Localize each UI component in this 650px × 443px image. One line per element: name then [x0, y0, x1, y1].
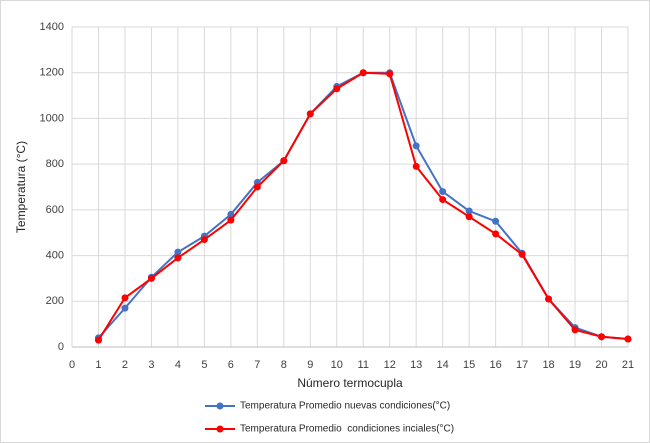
x-tick-label: 6	[228, 359, 234, 371]
x-tick-label: 18	[542, 359, 554, 371]
data-point	[280, 157, 288, 165]
data-point	[386, 70, 394, 78]
legend-label: Temperatura Promedio condiciones inciale…	[240, 424, 454, 435]
x-tick-label: 19	[569, 359, 581, 371]
data-point	[121, 294, 129, 302]
x-tick-label: 15	[463, 359, 475, 371]
y-tick-label: 400	[46, 249, 64, 261]
legend-marker	[216, 425, 224, 433]
x-tick-label: 7	[254, 359, 260, 371]
x-tick-label: 9	[307, 359, 313, 371]
data-point	[147, 274, 155, 282]
y-tick-label: 0	[58, 341, 64, 353]
x-tick-label: 17	[516, 359, 528, 371]
x-tick-label: 0	[69, 359, 75, 371]
data-point	[121, 304, 129, 312]
data-point	[306, 110, 314, 118]
data-point	[174, 254, 182, 262]
x-tick-label: 21	[622, 359, 634, 371]
x-axis-title: Número termocupla	[297, 376, 403, 390]
data-point	[412, 142, 420, 150]
y-tick-label: 800	[46, 158, 64, 170]
x-tick-label: 10	[331, 359, 343, 371]
x-tick-label: 1	[95, 359, 101, 371]
x-tick-label: 5	[201, 359, 207, 371]
data-point	[359, 69, 367, 77]
data-point	[518, 250, 526, 258]
x-tick-label: 4	[175, 359, 181, 371]
data-point	[465, 207, 473, 215]
data-point	[598, 333, 606, 341]
x-tick-label: 14	[437, 359, 449, 371]
data-point	[94, 336, 102, 344]
x-tick-label: 3	[148, 359, 154, 371]
data-point	[333, 85, 341, 93]
data-point	[227, 216, 235, 224]
data-point	[439, 196, 447, 204]
y-tick-label: 200	[46, 295, 64, 307]
y-tick-label: 1200	[40, 67, 64, 79]
y-tick-label: 600	[46, 204, 64, 216]
y-tick-label: 1000	[40, 112, 64, 124]
x-tick-label: 20	[595, 359, 607, 371]
data-point	[200, 236, 208, 244]
data-point	[624, 335, 632, 343]
y-tick-label: 1400	[40, 21, 64, 33]
y-axis-title: Temperatura (°C)	[14, 141, 28, 233]
x-tick-label: 16	[489, 359, 501, 371]
data-point	[253, 183, 261, 191]
data-point	[492, 217, 500, 225]
x-tick-label: 2	[122, 359, 128, 371]
data-point	[412, 162, 420, 170]
data-point	[227, 210, 235, 218]
data-point	[492, 230, 500, 238]
data-point	[545, 295, 553, 303]
x-tick-label: 11	[358, 359, 369, 371]
legend-marker	[216, 402, 224, 410]
legend-label: Temperatura Promedio nuevas condiciones(…	[240, 401, 450, 412]
data-point	[174, 248, 182, 256]
x-tick-label: 12	[384, 359, 396, 371]
x-tick-label: 8	[281, 359, 287, 371]
data-point	[465, 213, 473, 221]
x-tick-label: 13	[410, 359, 422, 371]
data-point	[571, 326, 579, 334]
data-point	[439, 188, 447, 196]
